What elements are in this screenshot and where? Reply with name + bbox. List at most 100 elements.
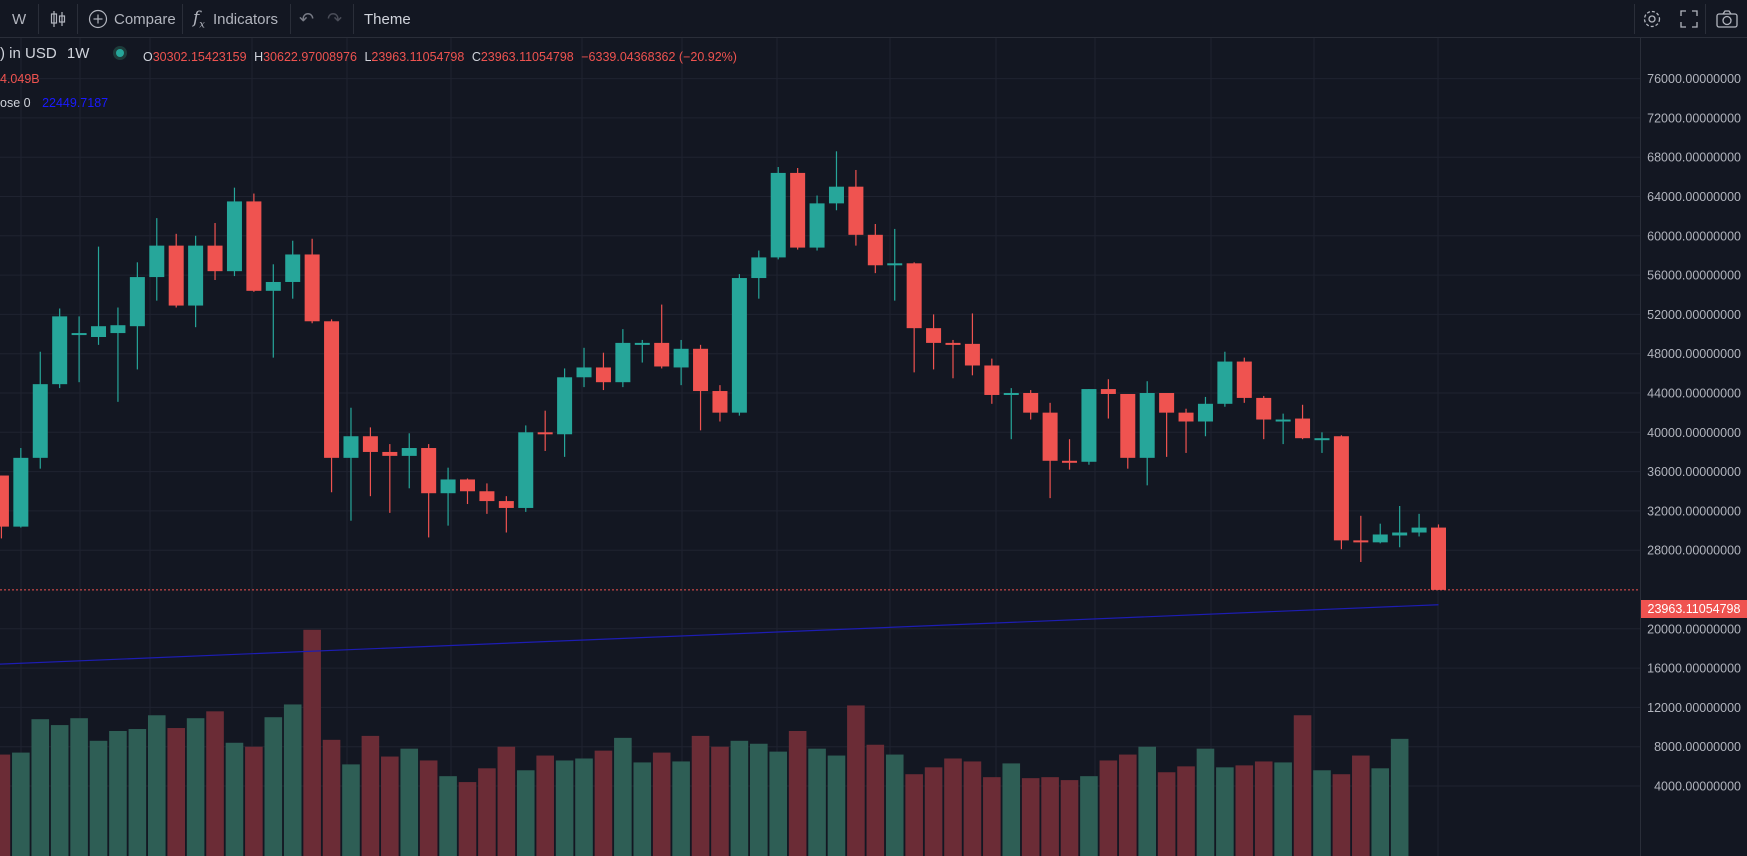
volume-bar	[1196, 748, 1215, 856]
volume-bar	[1293, 715, 1312, 856]
volume-bar	[0, 754, 11, 856]
volume-bar	[225, 742, 244, 856]
low-prefix: L	[364, 50, 372, 64]
price-tick-label: 16000.00000000	[1647, 662, 1741, 676]
volume-bar	[730, 740, 749, 856]
volume-bar	[50, 725, 69, 856]
volume-bar	[1332, 774, 1351, 856]
volume-bar	[245, 746, 263, 856]
volume-bar	[827, 755, 846, 856]
candle-body	[1295, 418, 1311, 439]
volume-legend: 4.049B	[0, 72, 40, 86]
candle-body	[595, 367, 611, 383]
volume-bar	[536, 755, 554, 856]
theme-button[interactable]: Theme	[364, 0, 411, 38]
volume-bar	[691, 735, 710, 856]
last-price-tag: 23963.11054798	[1641, 600, 1747, 618]
volume-bar	[769, 751, 788, 856]
redo-icon: ↷	[327, 8, 343, 29]
candle-body	[1353, 540, 1369, 543]
toolbar-divider	[38, 4, 39, 34]
indicators-button[interactable]: fx Indicators	[193, 0, 278, 38]
candle-body	[557, 377, 573, 435]
undo-button[interactable]: ↶	[299, 0, 314, 38]
candle-body	[906, 263, 922, 329]
candle-body	[1178, 412, 1194, 422]
candle-body	[479, 491, 495, 502]
fullscreen-button[interactable]	[1680, 0, 1698, 38]
price-tick-label: 68000.00000000	[1647, 151, 1741, 165]
volume-bar	[1021, 778, 1040, 856]
volume-bar	[419, 760, 438, 856]
volume-bar	[12, 752, 30, 856]
toolbar-divider	[1705, 4, 1706, 34]
candle-body	[964, 343, 980, 366]
candle-body	[382, 451, 398, 456]
candle-body	[693, 348, 709, 392]
volume-bar	[497, 746, 516, 856]
volume-bar	[1138, 746, 1156, 856]
fx-icon: fx	[193, 7, 205, 31]
candle-body	[712, 391, 728, 413]
candle-body	[1392, 532, 1408, 536]
chart-style-button[interactable]	[49, 0, 67, 38]
price-axis[interactable]: 76000.00000000 72000.00000000 68000.000000…	[1640, 38, 1747, 856]
candle-body	[498, 501, 514, 508]
candle-body	[362, 436, 378, 452]
candle-body	[1256, 397, 1272, 420]
price-tick-label: 8000.00000000	[1654, 740, 1741, 754]
candle-body	[304, 254, 320, 322]
volume-bar	[1390, 738, 1409, 856]
candle-body	[421, 448, 437, 494]
candle-body	[790, 172, 806, 248]
toolbar-divider	[77, 4, 78, 34]
settings-button[interactable]	[1642, 0, 1662, 38]
snapshot-button[interactable]	[1716, 0, 1738, 38]
toolbar-divider	[182, 4, 183, 34]
settings-icon	[1643, 10, 1661, 28]
volume-bar	[750, 743, 768, 856]
price-tick-label: 64000.00000000	[1647, 190, 1741, 204]
candle-body	[226, 201, 242, 272]
candle-body	[1062, 460, 1078, 463]
compare-label: Compare	[114, 10, 176, 28]
volume-bar	[167, 728, 185, 856]
candle-body	[926, 328, 942, 343]
open-value: 30302.15423159	[152, 50, 247, 64]
candle-body	[576, 367, 592, 378]
volume-bar	[1254, 761, 1273, 856]
volume-bar	[963, 761, 982, 856]
volume-bar	[516, 770, 535, 856]
open-prefix: O	[143, 50, 153, 64]
candle-body	[401, 448, 417, 456]
compare-button[interactable]: Compare	[88, 0, 176, 38]
volume-bar	[1041, 777, 1059, 856]
volume-bar	[711, 746, 729, 856]
candle-body	[751, 257, 767, 279]
indicator-legend: ose 0 22449.7187	[0, 96, 108, 110]
price-tick-label: 76000.00000000	[1647, 72, 1741, 86]
toolbar-divider	[290, 4, 291, 34]
volume-bar	[1177, 766, 1195, 856]
volume-bar	[1080, 776, 1098, 856]
price-tick-label: 4000.00000000	[1654, 780, 1741, 794]
candle-body	[13, 457, 29, 527]
volume-bar	[109, 730, 127, 856]
candle-body	[207, 245, 223, 272]
low-value: 23963.11054798	[371, 50, 465, 64]
indicator-line	[0, 604, 1439, 665]
price-chart[interactable]	[0, 38, 1640, 856]
high-prefix: H	[254, 50, 264, 64]
redo-button[interactable]: ↷	[327, 0, 342, 38]
volume-bar	[1118, 754, 1137, 856]
high-value: 30622.97008976	[263, 50, 357, 64]
interval-button[interactable]: W	[12, 0, 26, 38]
volume-bar	[808, 748, 826, 856]
candle-body	[1236, 361, 1252, 398]
candle-body	[52, 316, 68, 385]
toolbar-divider	[1634, 4, 1635, 34]
candle-body	[1003, 393, 1019, 395]
candle-body	[71, 333, 87, 336]
price-tick-label: 48000.00000000	[1647, 347, 1741, 361]
volume-bar	[983, 777, 1001, 856]
